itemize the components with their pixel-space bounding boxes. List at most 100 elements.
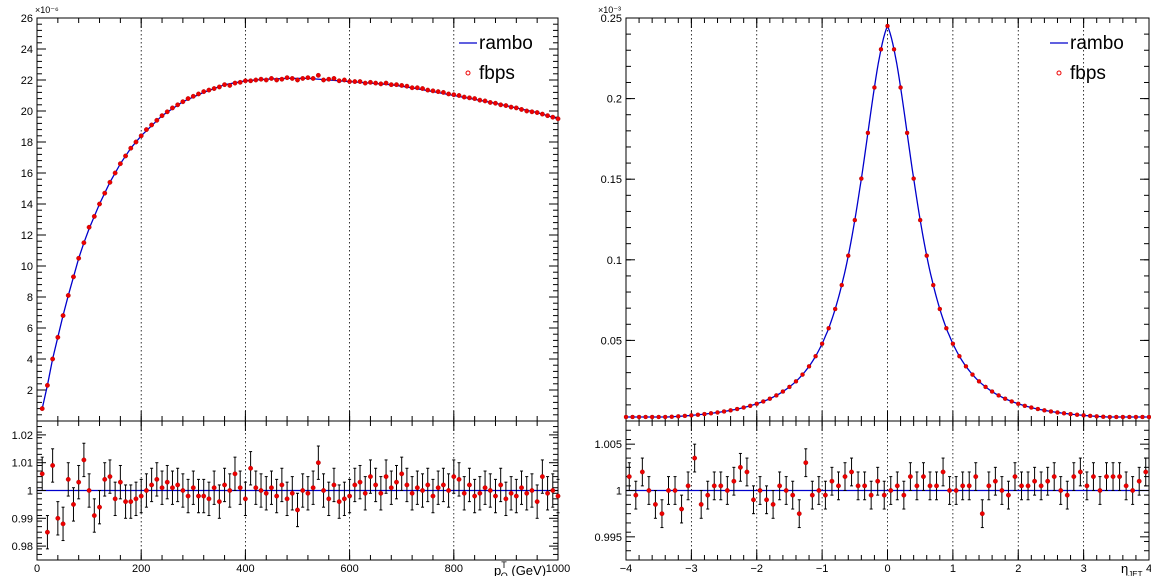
ratio-point xyxy=(513,493,519,499)
ratio-point xyxy=(206,496,212,502)
series-fbps-point xyxy=(180,99,186,105)
ratio-point xyxy=(751,497,756,503)
series-fbps-point xyxy=(86,224,92,230)
y-tick-label: 12 xyxy=(21,230,33,242)
ratio-point xyxy=(263,490,269,496)
ratio-point xyxy=(633,492,639,498)
ratio-point xyxy=(310,485,316,491)
ratio-point xyxy=(112,496,118,502)
x-axis-title-unit: (GeV) xyxy=(508,563,546,576)
series-fbps-point xyxy=(911,176,916,181)
y-tick-label: 0.1 xyxy=(607,255,622,267)
series-fbps-point xyxy=(937,306,942,312)
ratio-point xyxy=(180,488,186,493)
ratio-point xyxy=(1130,488,1136,493)
series-fbps-point xyxy=(1133,414,1139,420)
series-fbps-point xyxy=(420,86,425,91)
series-fbps-point xyxy=(963,364,969,369)
y-tick-label: 0.2 xyxy=(607,94,622,106)
ratio-point xyxy=(39,471,45,477)
series-fbps-point xyxy=(362,80,368,86)
ratio-point xyxy=(227,488,233,493)
y-tick-label: 0.15 xyxy=(601,174,622,186)
series-fbps-point xyxy=(482,98,488,104)
ratio-point xyxy=(305,490,311,496)
x-tick-label: −2 xyxy=(750,563,763,575)
series-fbps-point xyxy=(503,103,509,108)
series-fbps-point xyxy=(461,94,467,100)
ratio-point xyxy=(461,490,467,496)
series-fbps-point xyxy=(279,76,285,82)
series-fbps-point xyxy=(539,111,545,117)
series-fbps-point xyxy=(669,414,674,419)
ratio-point xyxy=(394,479,399,485)
y-multiplier: ×10⁻³ xyxy=(598,5,621,15)
series-fbps-point xyxy=(643,414,648,420)
y-tick-label: 1.01 xyxy=(12,458,33,470)
series-fbps-point xyxy=(128,145,134,151)
ratio-point xyxy=(953,488,959,493)
ratio-point xyxy=(467,482,472,488)
series-fbps-point xyxy=(989,389,995,394)
x-tick-label: −1 xyxy=(816,563,829,575)
ratio-point xyxy=(149,482,155,488)
ratio-point xyxy=(154,476,160,482)
series-fbps-point xyxy=(477,97,483,103)
series-fbps-point xyxy=(368,79,373,85)
ratio-point xyxy=(757,488,763,493)
ratio-point xyxy=(295,507,300,513)
ratio-point xyxy=(144,488,149,493)
ratio-point xyxy=(102,476,108,482)
ratio-point xyxy=(973,474,979,479)
ratio-point xyxy=(482,485,488,491)
series-fbps-point xyxy=(305,75,311,81)
ratio-point xyxy=(738,464,743,470)
series-fbps-point xyxy=(315,72,321,78)
ratio-point xyxy=(1084,483,1090,489)
series-fbps-point xyxy=(258,76,264,82)
ratio-point xyxy=(368,474,373,479)
ratio-point xyxy=(1012,474,1018,479)
ratio-point xyxy=(347,493,352,499)
ratio-point xyxy=(1019,483,1024,489)
x-axis-title-main: p xyxy=(494,563,501,576)
ratio-point xyxy=(1058,488,1064,493)
series-fbps-point xyxy=(996,393,1001,398)
ratio-point xyxy=(626,474,632,479)
series-fbps-point xyxy=(728,408,733,413)
ratio-point xyxy=(744,469,750,475)
ratio-point xyxy=(783,488,789,493)
series-fbps-point xyxy=(144,127,149,133)
series-fbps-point xyxy=(529,109,535,115)
ratio-point xyxy=(999,488,1005,493)
series-fbps-point xyxy=(734,406,740,412)
series-fbps-point xyxy=(917,217,923,223)
series-fbps-point xyxy=(284,75,290,81)
series-fbps-point xyxy=(102,190,108,196)
ratio-point xyxy=(300,488,306,493)
series-fbps-point xyxy=(383,80,389,86)
series-fbps-point xyxy=(170,105,175,111)
ratio-point xyxy=(1064,492,1070,498)
ratio-point xyxy=(947,488,953,493)
x-axis-title-sub: Q xyxy=(501,571,508,576)
x-tick-label: 400 xyxy=(236,563,254,575)
ratio-point xyxy=(232,471,238,477)
ratio-point xyxy=(979,511,985,517)
series-fbps-point xyxy=(1016,401,1021,407)
series-fbps-point xyxy=(39,406,45,411)
ratio-point xyxy=(503,496,509,502)
y-tick-label: 1 xyxy=(616,486,622,498)
ratio-point xyxy=(1097,488,1103,493)
x-tick-label: 0 xyxy=(884,563,890,575)
ratio-point xyxy=(388,485,394,491)
series-fbps-point xyxy=(1035,406,1041,412)
y-multiplier: ×10⁻⁶ xyxy=(35,5,59,15)
series-fbps-point xyxy=(1074,412,1080,417)
series-fbps-point xyxy=(721,409,727,414)
series-fbps-point xyxy=(513,105,519,111)
series-fbps-point xyxy=(81,240,87,246)
ratio-point xyxy=(201,493,207,499)
series-fbps-point xyxy=(190,93,196,99)
